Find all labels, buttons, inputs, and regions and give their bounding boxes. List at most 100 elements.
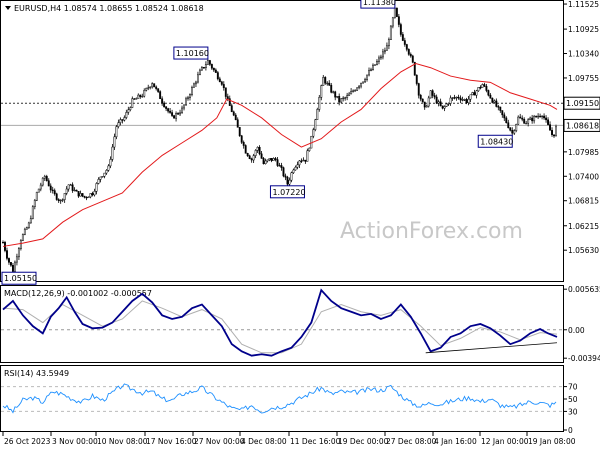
macd-tick-label: 0.005635	[568, 285, 600, 294]
candle-body	[63, 193, 66, 200]
candle-body	[535, 115, 538, 118]
candle-body	[212, 67, 215, 71]
candle-body	[228, 98, 231, 106]
candle-body	[59, 199, 62, 202]
candle-body	[370, 69, 372, 71]
candle-body	[8, 258, 10, 263]
candle-body	[409, 54, 412, 57]
annotation-box	[477, 134, 513, 148]
candle-body	[455, 96, 458, 99]
candle-body	[163, 102, 166, 108]
candle-body	[350, 91, 353, 95]
candle-body	[87, 196, 90, 198]
candle-body	[37, 188, 40, 193]
candle-body	[407, 49, 410, 55]
price-tick-label: 1.11525	[568, 0, 599, 9]
price-candles	[2, 7, 557, 273]
candle-body	[83, 195, 86, 198]
moving-average	[2, 63, 558, 247]
candle-body	[238, 127, 241, 137]
candle-body	[272, 158, 275, 161]
price-tick-label: 1.06215	[568, 222, 599, 231]
candle-body	[280, 165, 283, 168]
candle-body	[389, 25, 392, 40]
candle-body	[507, 122, 510, 129]
candle-body	[258, 146, 261, 155]
candle-body	[149, 86, 152, 89]
candle-body	[324, 77, 327, 84]
rsi-tick-label: 50	[568, 395, 578, 404]
candle-body	[232, 111, 235, 116]
candle-body	[254, 150, 257, 156]
candle-body	[421, 98, 424, 103]
candle-body	[240, 135, 243, 143]
candle-body	[89, 193, 92, 198]
candle-body	[268, 158, 271, 161]
candle-body	[364, 79, 366, 83]
candle-body	[151, 83, 154, 88]
candle-body	[266, 159, 269, 162]
price-tick-label: 1.05630	[568, 246, 599, 255]
candle-body	[356, 87, 359, 91]
rsi-panel-title: RSI(14) 43.5949	[4, 369, 69, 378]
candle-body	[531, 117, 534, 122]
candle-body	[173, 115, 176, 119]
candle-body	[79, 193, 82, 197]
candle-body	[39, 184, 42, 190]
macd-tick-label: 0.00	[568, 326, 585, 335]
candle-body	[491, 97, 494, 103]
signal-line	[2, 300, 558, 354]
candle-body	[487, 90, 490, 96]
candle-body	[103, 172, 106, 177]
candle-body	[145, 87, 148, 91]
level-price-box	[563, 118, 600, 132]
candle-body	[449, 97, 452, 104]
candle-body	[242, 142, 245, 146]
candle-body	[461, 99, 464, 101]
candle-body	[344, 97, 347, 99]
candle-body	[153, 83, 156, 88]
time-tick-label: 26 Oct 2023	[4, 437, 51, 446]
candle-body	[441, 105, 444, 109]
candle-body	[230, 105, 233, 113]
candle-body	[49, 185, 52, 191]
candle-body	[206, 60, 209, 65]
candle-body	[113, 136, 116, 148]
candle-body	[208, 60, 211, 65]
candle-body	[483, 84, 486, 87]
annotation-label: 1.08430	[480, 137, 513, 146]
candle-body	[264, 160, 267, 165]
candle-body	[218, 78, 221, 83]
candle-body	[246, 153, 249, 157]
candle-body	[157, 88, 160, 92]
candle-body	[13, 261, 16, 272]
candle-body	[499, 106, 502, 111]
candle-body	[252, 155, 255, 161]
candle-body	[519, 116, 522, 119]
price-panel-title: EURUSD,H4 1.08574 1.08655 1.08524 1.0861…	[14, 4, 204, 13]
candle-body	[43, 176, 46, 179]
candle-body	[133, 98, 136, 100]
annotation-label: 1.05150	[4, 274, 37, 283]
candle-body	[117, 122, 120, 127]
candle-body	[302, 159, 305, 162]
annotation-box	[1, 271, 37, 285]
candle-body	[19, 240, 22, 249]
rsi-tick-label: 30	[568, 407, 578, 416]
candle-body	[411, 55, 414, 63]
candle-body	[417, 83, 420, 96]
candle-body	[236, 119, 239, 128]
candle-body	[129, 107, 132, 111]
price-tick-label: 1.10925	[568, 25, 599, 34]
candle-body	[274, 158, 277, 160]
candle-body	[284, 175, 287, 178]
candle-body	[101, 176, 104, 178]
candle-body	[119, 119, 122, 123]
candle-body	[41, 177, 44, 186]
candle-body	[57, 199, 60, 201]
candle-body	[11, 265, 14, 272]
candle-body	[260, 153, 263, 159]
candle-body	[29, 218, 32, 224]
price-title-group: EURUSD,H4 1.08574 1.08655 1.08524 1.0861…	[5, 4, 204, 13]
time-tick-label: 3 Nov 00:00	[52, 437, 98, 446]
